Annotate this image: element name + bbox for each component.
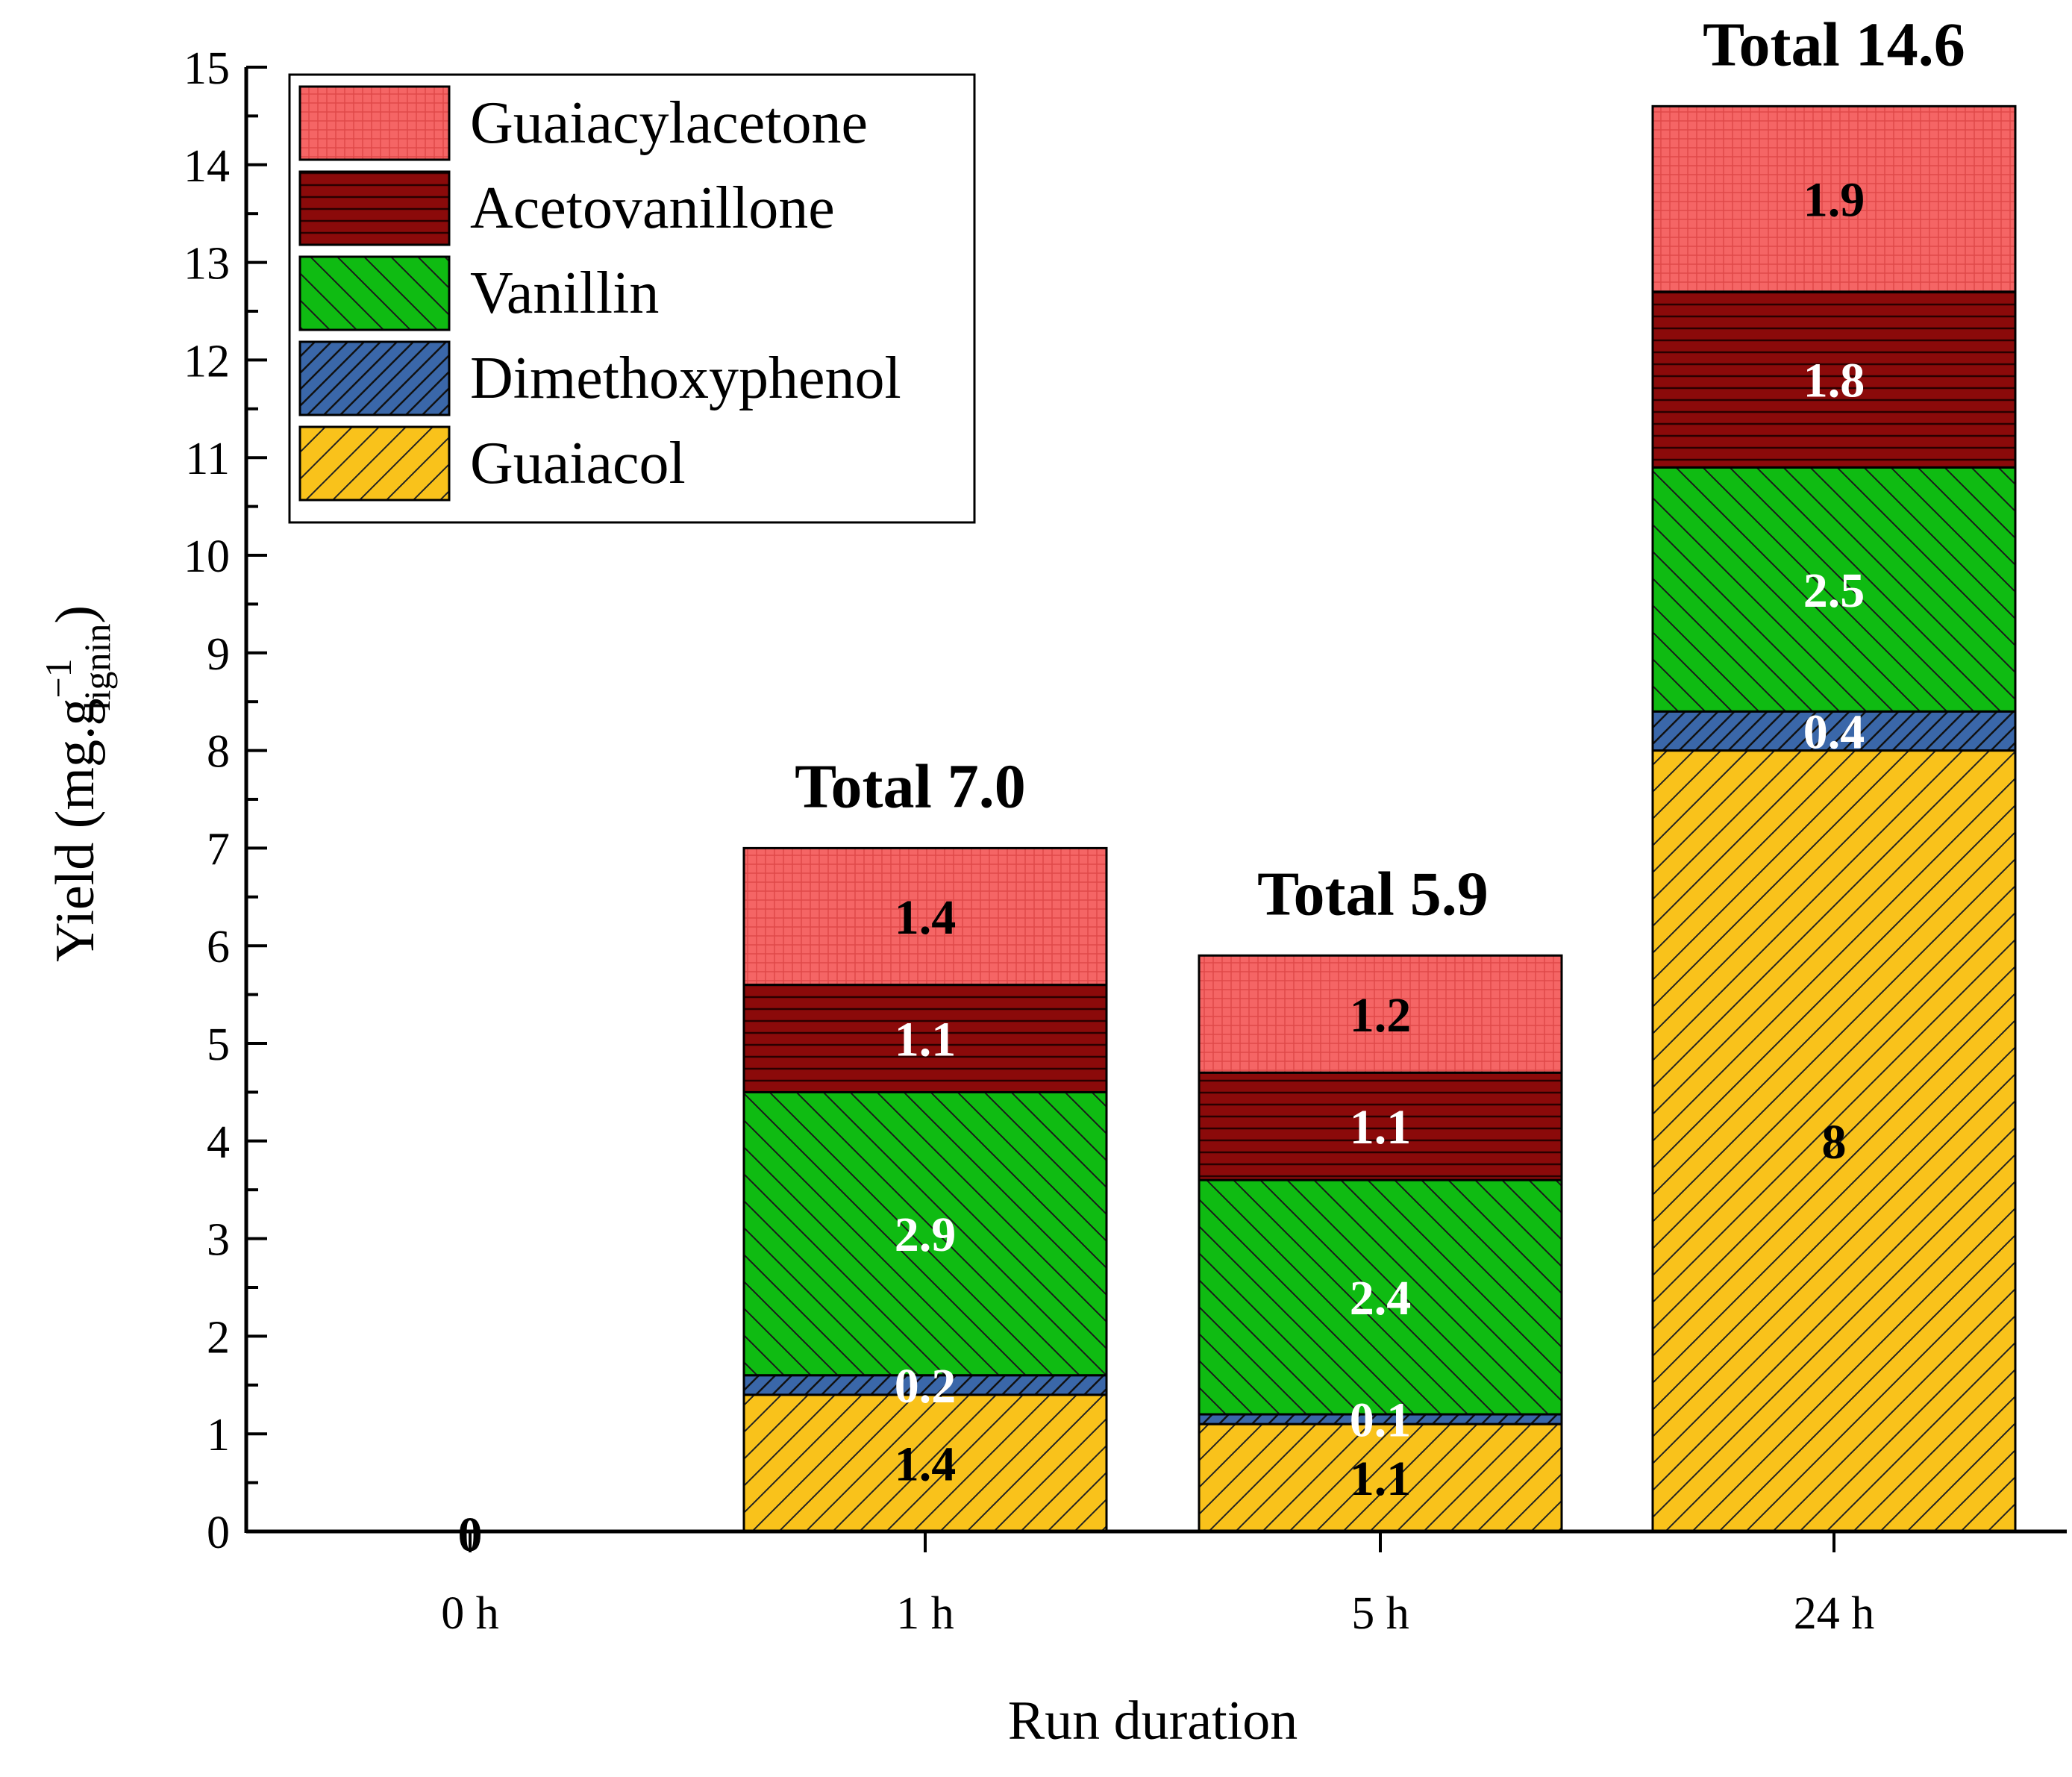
- bar-segment-guaiacol-5h: [1198, 1422, 1563, 1533]
- y-tick-label: 5: [207, 1019, 230, 1070]
- y-tick-label: 11: [185, 434, 230, 484]
- bar-segment-acetovanillone-24h: [1651, 290, 2017, 469]
- data-label-guaiacol-1h: 1.4: [895, 1437, 957, 1491]
- legend-swatch-dimethoxyphenol: [298, 340, 451, 416]
- bar-segment-vanillin-5h: [1198, 1178, 1563, 1416]
- y-axis-title-close: ): [45, 605, 106, 624]
- data-label-dimethoxyphenol-5h: 0.1: [1350, 1393, 1412, 1448]
- bar-segment-guaiacylacetone-5h: [1198, 954, 1563, 1074]
- y-axis-title: Yield (mg.g−1lignin): [37, 605, 118, 962]
- data-label-guaiacylacetone-5h: 1.2: [1350, 988, 1412, 1043]
- total-label-1h: Total 7.0: [795, 752, 1026, 821]
- y-tick-label: 13: [184, 239, 230, 290]
- data-label-guaiacol-5h: 1.1: [1350, 1452, 1412, 1506]
- x-axis-title: Run duration: [1008, 1690, 1298, 1752]
- y-axis-title-sup: −1: [37, 658, 79, 698]
- x-axis: 0 h 1 h 5 h 24 h: [246, 1529, 2067, 1639]
- legend-swatch-guaiacylacetone: [298, 85, 451, 161]
- data-label-guaiacol-24h: 8: [1822, 1115, 1847, 1169]
- x-tick-label: 24 h: [1794, 1588, 1875, 1639]
- plot-area: 1.40.22.91.11.41.10.12.41.11.280.42.51.8…: [458, 10, 2017, 1562]
- data-label-guaiacylacetone-1h: 1.4: [895, 890, 957, 945]
- bar-segment-vanillin-24h: [1651, 466, 2017, 713]
- bar-segment-dimethoxyphenol-1h: [742, 1374, 1108, 1396]
- x-tick-label: 5 h: [1351, 1588, 1409, 1639]
- y-tick-label: 15: [184, 43, 230, 94]
- data-label-dimethoxyphenol-24h: 0.4: [1803, 705, 1865, 759]
- legend-swatch-acetovanillone: [298, 170, 451, 246]
- bar-segment-guaiacol-24h: [1651, 749, 2017, 1533]
- bar-segment-guaiacol-1h: [742, 1393, 1108, 1533]
- y-tick-label: 10: [184, 531, 230, 582]
- bar-segment-guaiacylacetone-1h: [742, 846, 1108, 987]
- legend-label-vanillin: Vanillin: [470, 260, 659, 326]
- data-label-acetovanillone-5h: 1.1: [1350, 1100, 1412, 1155]
- bar-segment-dimethoxyphenol-24h: [1651, 710, 2017, 752]
- data-label-vanillin-24h: 2.5: [1803, 563, 1865, 618]
- y-tick-label: 8: [207, 727, 230, 778]
- data-label-vanillin-5h: 2.4: [1350, 1271, 1412, 1325]
- bar-segment-acetovanillone-5h: [1198, 1071, 1563, 1181]
- data-label-acetovanillone-24h: 1.8: [1803, 354, 1865, 408]
- total-label-5h: Total 5.9: [1257, 859, 1489, 928]
- y-tick-label: 9: [207, 629, 230, 680]
- y-tick-label: 7: [207, 824, 230, 875]
- x-tick-label: 1 h: [896, 1588, 954, 1639]
- y-tick-label: 3: [207, 1215, 230, 1266]
- legend-swatch-vanillin: [298, 255, 451, 331]
- y-tick-label: 1: [207, 1410, 230, 1461]
- y-tick-label: 2: [207, 1312, 230, 1363]
- legend-label-acetovanillone: Acetovanillone: [470, 175, 835, 241]
- y-tick-label: 14: [184, 141, 230, 192]
- legend-label-guaiacylacetone: Guaiacylacetone: [470, 90, 868, 156]
- y-tick-label: 0: [207, 1508, 230, 1558]
- y-axis-title-main: Yield (mg.g: [45, 699, 106, 963]
- x-tick-label: 0 h: [441, 1588, 499, 1639]
- data-label-guaiacylacetone-24h: 1.9: [1803, 173, 1865, 228]
- bar-segment-guaiacylacetone-24h: [1651, 104, 2017, 293]
- data-label-dimethoxyphenol-1h: 0.2: [895, 1359, 957, 1414]
- legend: Guaiacylacetone Acetovanillone Vanillin Dim…: [288, 73, 976, 524]
- y-tick-label: 4: [207, 1117, 230, 1168]
- y-axis-title-sub: lignin: [76, 624, 118, 711]
- legend-label-guaiacol: Guaiacol: [470, 431, 686, 496]
- y-tick-label: 6: [207, 922, 230, 972]
- y-tick-label: 12: [184, 336, 230, 387]
- legend-label-dimethoxyphenol: Dimethoxyphenol: [470, 346, 901, 411]
- legend-swatch-guaiacol: [298, 425, 451, 502]
- bar-segment-acetovanillone-1h: [742, 984, 1108, 1093]
- data-label-acetovanillone-1h: 1.1: [895, 1012, 957, 1066]
- data-label-vanillin-1h: 2.9: [895, 1208, 957, 1262]
- total-label-24h: Total 14.6: [1703, 10, 1965, 79]
